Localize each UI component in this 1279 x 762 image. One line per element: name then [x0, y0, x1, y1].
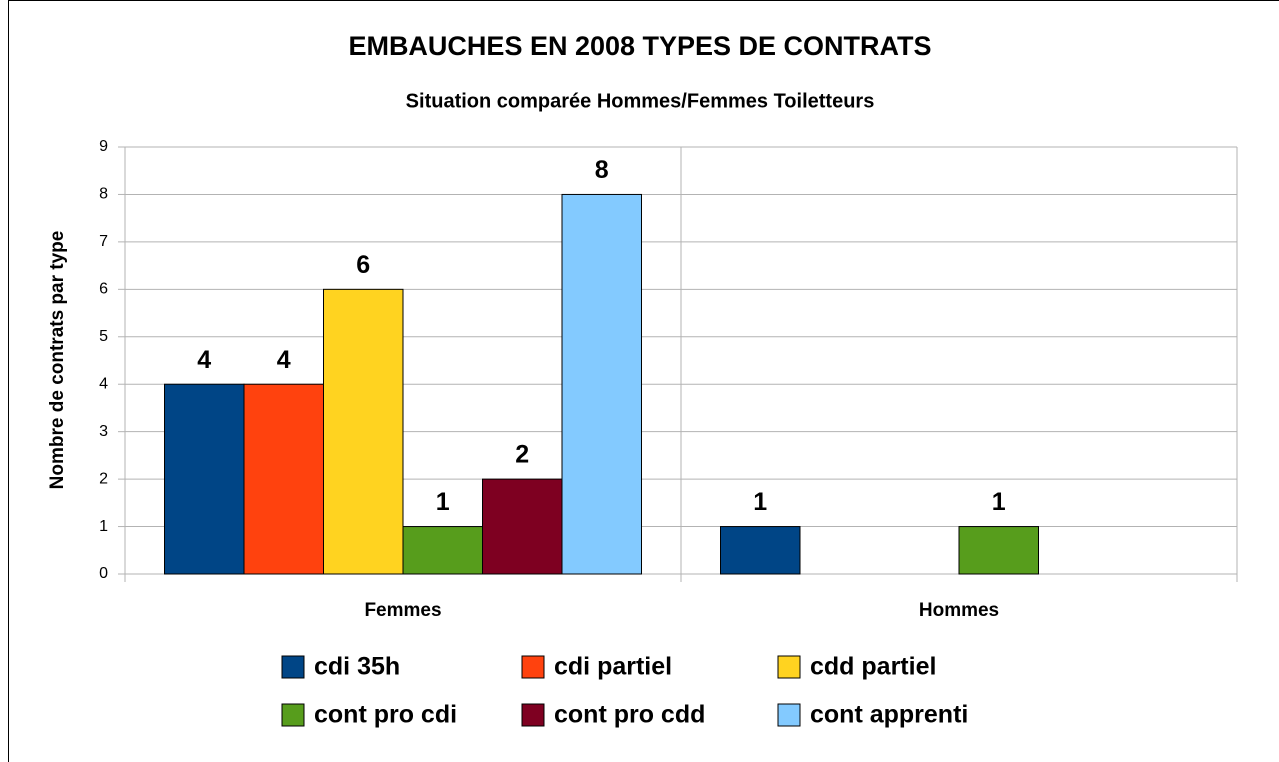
- y-axis-label: Nombre de contrats par type: [47, 231, 68, 490]
- legend-swatch: [281, 703, 305, 727]
- bar: [243, 383, 324, 575]
- legend-swatch: [521, 703, 545, 727]
- bar: [482, 478, 563, 575]
- y-tick-label: 7: [99, 233, 108, 250]
- bar: [164, 383, 245, 575]
- bar: [561, 193, 642, 575]
- data-label: 1: [992, 488, 1006, 516]
- y-tick-label: 1: [99, 518, 108, 535]
- data-label: 4: [277, 346, 291, 374]
- data-label: 1: [753, 488, 767, 516]
- y-tick-label: 3: [99, 423, 108, 440]
- y-tick-label: 8: [99, 186, 108, 203]
- legend-swatch: [521, 655, 545, 679]
- y-tick-label: 0: [99, 565, 108, 582]
- y-tick-label: 9: [99, 138, 108, 155]
- data-label: 8: [595, 156, 609, 184]
- legend-label: cont pro cdd: [554, 701, 705, 729]
- y-tick-label: 2: [99, 470, 108, 487]
- data-label: 2: [515, 441, 529, 469]
- legend-label: cont apprenti: [810, 701, 968, 729]
- bar: [402, 526, 483, 575]
- bar: [720, 526, 801, 575]
- y-tick-label: 5: [99, 328, 108, 345]
- legend-swatch: [281, 655, 305, 679]
- legend-label: cont pro cdi: [314, 701, 457, 729]
- legend-label: cdi partiel: [554, 653, 672, 681]
- legend-swatch: [777, 655, 801, 679]
- chart-title: EMBAUCHES EN 2008 TYPES DE CONTRATS: [348, 31, 931, 61]
- legend-label: cdd partiel: [810, 653, 936, 681]
- x-tick-label: Femmes: [364, 600, 441, 621]
- data-label: 1: [436, 488, 450, 516]
- bar: [323, 288, 404, 575]
- bar: [958, 526, 1039, 575]
- data-label: 4: [197, 346, 211, 374]
- y-tick-label: 6: [99, 281, 108, 298]
- chart-subtitle: Situation comparée Hommes/Femmes Toilett…: [406, 90, 875, 112]
- y-tick-label: 4: [99, 375, 108, 392]
- x-tick-label: Hommes: [919, 600, 999, 621]
- data-label: 6: [356, 251, 370, 279]
- legend-label: cdi 35h: [314, 653, 400, 681]
- legend-swatch: [777, 703, 801, 727]
